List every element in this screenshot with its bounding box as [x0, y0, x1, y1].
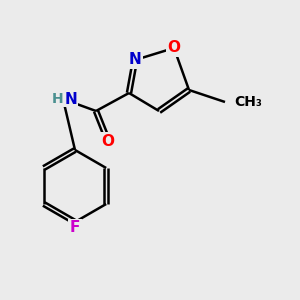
Text: H: H — [52, 92, 63, 106]
Text: N: N — [129, 52, 141, 68]
Text: O: O — [101, 134, 115, 148]
Text: O: O — [167, 40, 181, 56]
Text: N: N — [64, 92, 77, 106]
Text: CH₃: CH₃ — [234, 95, 262, 109]
Text: F: F — [70, 220, 80, 236]
